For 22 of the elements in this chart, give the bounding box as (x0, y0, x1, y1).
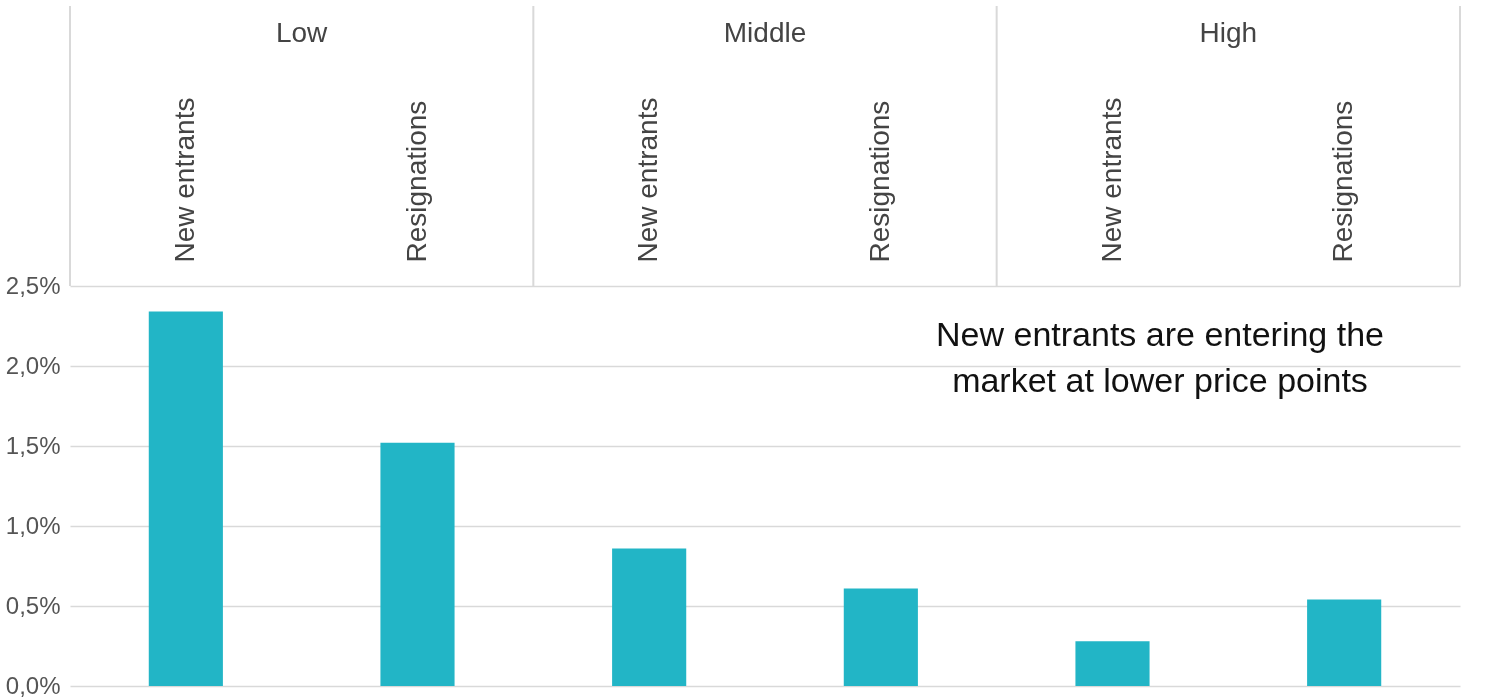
text: Low (275, 17, 329, 48)
annotation: New entrants are entering the market at lower price points (936, 315, 1384, 399)
text: Middle (723, 17, 807, 48)
y-tick-label: 1,0% (5, 511, 61, 539)
y-tick-label: 2,5% (5, 271, 61, 299)
bar (612, 548, 687, 686)
y-tick-label: 2,0% (5, 351, 61, 379)
x-tick-label: New entrants (632, 97, 664, 263)
text: High (1199, 17, 1258, 48)
bar (843, 588, 918, 686)
bar (380, 442, 455, 686)
y-tick-label: 0,0% (5, 671, 61, 699)
bar (1075, 641, 1150, 686)
x-tick-label: Resignations (863, 100, 895, 263)
x-tick-label: Resignations (400, 100, 432, 263)
x-tick-label: New entrants (168, 97, 200, 263)
x-tick-label: Resignations (1327, 100, 1359, 263)
bar (1307, 599, 1382, 686)
bar (148, 311, 223, 686)
y-tick-label: 1,5% (5, 431, 61, 459)
y-tick-label: 0,5% (5, 591, 61, 619)
x-tick-label: New entrants (1095, 97, 1127, 263)
